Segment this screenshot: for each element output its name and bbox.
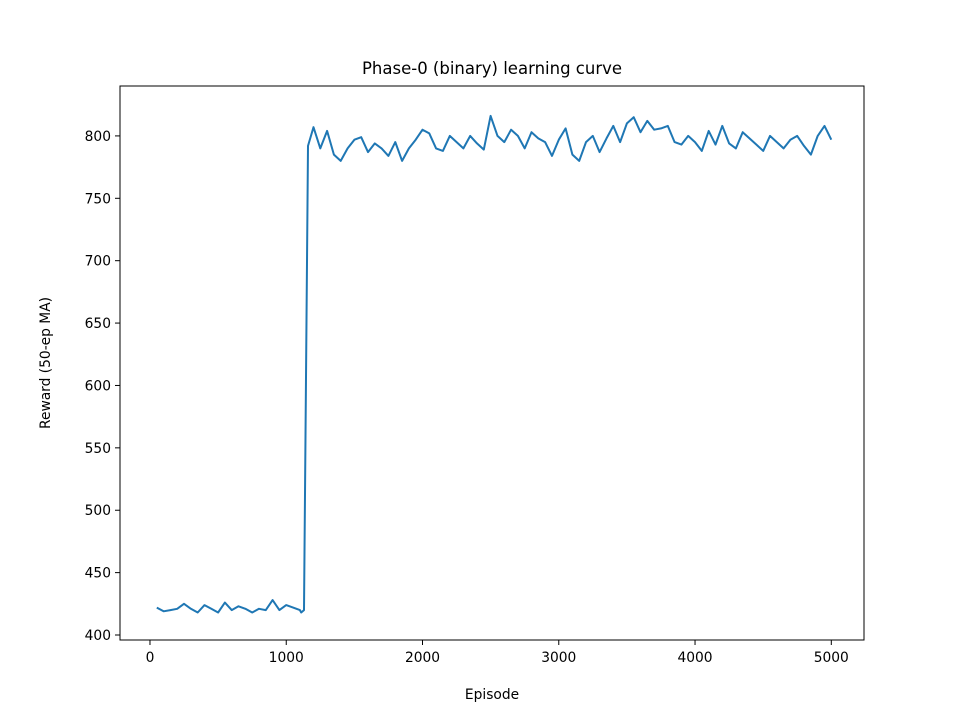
x-tick-label: 5000 xyxy=(814,650,849,666)
y-tick-label: 550 xyxy=(85,441,111,457)
x-tick-label: 1000 xyxy=(269,650,304,666)
y-tick-label: 450 xyxy=(85,566,111,582)
chart-title: Phase-0 (binary) learning curve xyxy=(362,59,622,78)
x-axis-ticks: 0 1000 2000 3000 4000 5000 xyxy=(146,640,849,666)
y-axis-ticks: 400 450 500 550 600 650 700 750 800 xyxy=(85,129,120,644)
series-line-reward xyxy=(156,114,833,614)
x-tick-label: 4000 xyxy=(677,650,712,666)
y-tick-label: 650 xyxy=(85,316,111,332)
y-tick-label: 800 xyxy=(85,129,111,145)
y-tick-label: 600 xyxy=(85,378,111,394)
x-tick-label: 0 xyxy=(146,650,155,666)
y-tick-label: 400 xyxy=(85,628,111,644)
plot-area xyxy=(156,114,833,614)
x-axis-label: Episode xyxy=(465,687,519,703)
y-tick-label: 500 xyxy=(85,503,111,519)
y-tick-label: 700 xyxy=(85,254,111,270)
x-tick-label: 3000 xyxy=(541,650,576,666)
y-axis-label: Reward (50-ep MA) xyxy=(38,297,54,429)
x-tick-label: 2000 xyxy=(405,650,440,666)
axes-frame xyxy=(119,85,865,641)
y-tick-label: 750 xyxy=(85,191,111,207)
